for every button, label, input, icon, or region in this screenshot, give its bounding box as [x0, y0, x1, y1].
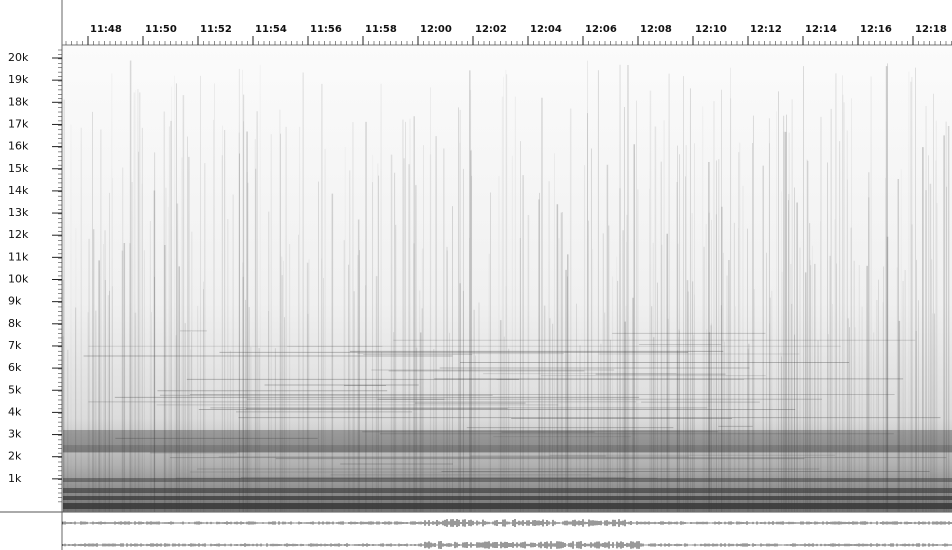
frequency-label: 1k	[8, 472, 22, 485]
frequency-label: 18k	[8, 95, 29, 108]
frequency-label: 17k	[8, 117, 29, 130]
time-label: 11:56	[310, 24, 342, 35]
frequency-axis: 20k 19k 18k 17k 16k 15k 14k 13k 12k 11k 10k 9k 8k 7k 6…	[8, 49, 62, 503]
band	[63, 488, 952, 493]
frequency-label: 2k	[8, 450, 22, 463]
time-label: 11:54	[255, 24, 287, 35]
time-label: 12:04	[530, 24, 562, 35]
frequency-label: 7k	[8, 339, 22, 352]
frequency-label: 20k	[8, 51, 29, 64]
waveform	[62, 541, 952, 549]
band	[63, 430, 952, 452]
frequency-label: 10k	[8, 273, 29, 286]
time-label: 12:12	[750, 24, 782, 35]
time-label: 12:10	[695, 24, 727, 35]
band	[63, 503, 952, 509]
band	[63, 445, 952, 453]
frequency-label: 11k	[8, 250, 29, 263]
time-label: 12:06	[585, 24, 617, 35]
time-label: 12:14	[805, 24, 837, 35]
frequency-label: 8k	[8, 317, 22, 330]
spectrogram	[63, 46, 952, 512]
spectrogram-texture	[62, 60, 952, 512]
time-label: 12:18	[915, 24, 947, 35]
frequency-label: 3k	[8, 428, 22, 441]
band	[63, 478, 952, 482]
time-label: 12:08	[640, 24, 672, 35]
frequency-label: 14k	[8, 184, 29, 197]
frequency-label: 12k	[8, 228, 29, 241]
time-label: 12:02	[475, 24, 507, 35]
time-label: 11:52	[200, 24, 232, 35]
time-label: 11:48	[90, 24, 122, 35]
frequency-label: 4k	[8, 405, 22, 418]
frequency-label: 16k	[8, 140, 29, 153]
time-label: 12:00	[420, 24, 452, 35]
frequency-label: 19k	[8, 73, 29, 86]
frequency-label: 13k	[8, 206, 29, 219]
band	[63, 496, 952, 500]
waveform	[62, 519, 952, 527]
time-label: 11:58	[365, 24, 397, 35]
frequency-label: 6k	[8, 361, 22, 374]
frequency-label: 9k	[8, 295, 22, 308]
frequency-label: 5k	[8, 383, 22, 396]
waveforms	[62, 519, 952, 549]
time-label: 11:50	[145, 24, 177, 35]
time-ruler: 11:48 11:50 11:52 11:54 11:56 11:58 12:00 12:02…	[65, 24, 952, 45]
time-label: 12:16	[860, 24, 892, 35]
frequency-label: 15k	[8, 162, 29, 175]
